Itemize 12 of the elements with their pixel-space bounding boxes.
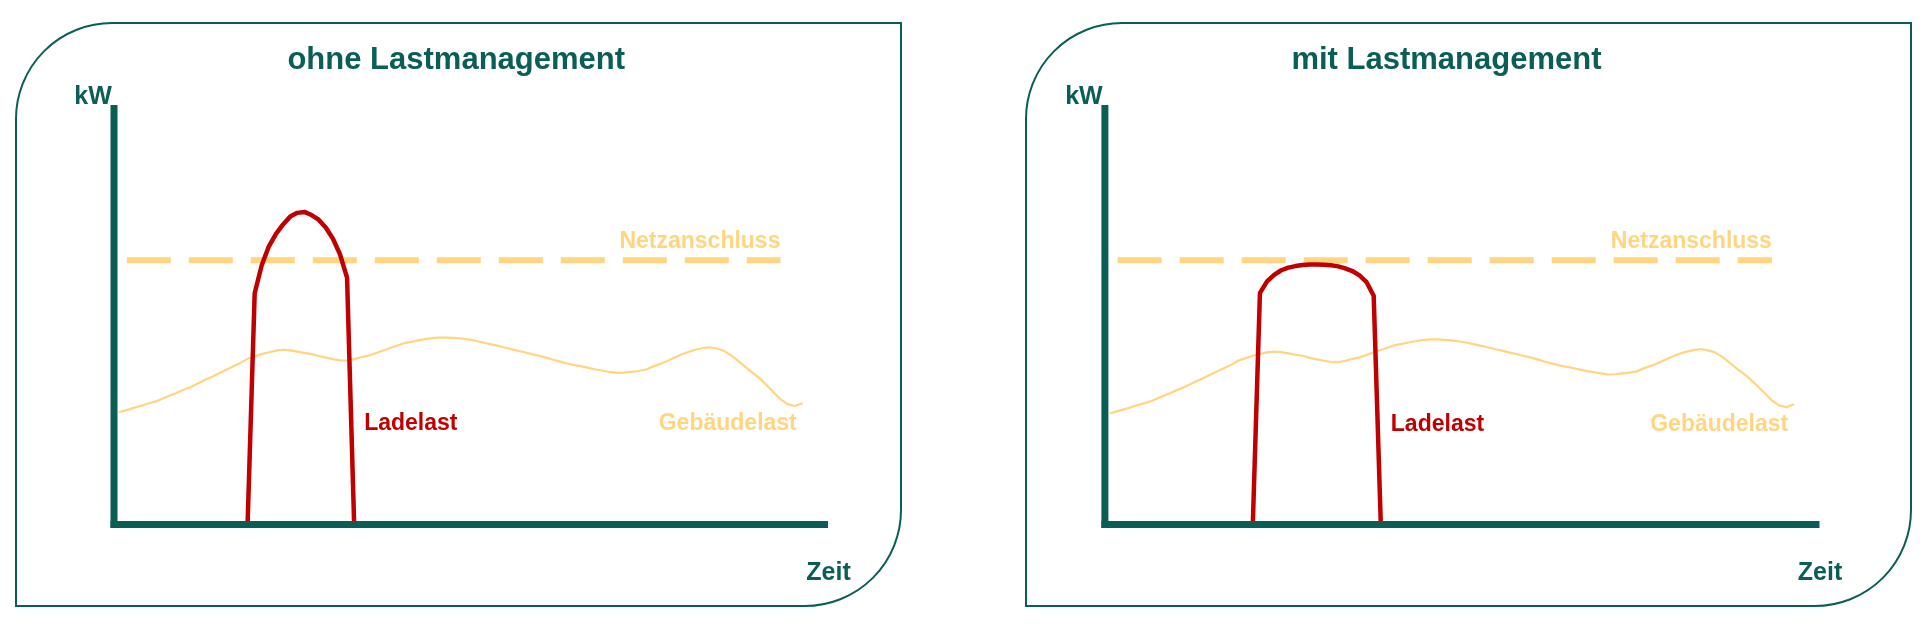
- series-label: Gebäudelast: [658, 408, 798, 435]
- y-axis-title: kW: [1065, 80, 1104, 109]
- ref-line-label: Netzanschluss: [1610, 227, 1772, 254]
- x-axis-title: Zeit: [1797, 556, 1843, 585]
- ref-line-label: Netzanschluss: [619, 227, 781, 254]
- series-label: Gebäudelast: [1650, 410, 1789, 437]
- series-label: Ladelast: [1390, 410, 1485, 437]
- series-label: Ladelast: [364, 408, 458, 435]
- y-axis-title: kW: [74, 80, 113, 109]
- chart-title: ohne Lastmanagement: [287, 41, 626, 76]
- chart-title: mit Lastmanagement: [1291, 41, 1602, 76]
- x-axis-title: Zeit: [806, 556, 852, 585]
